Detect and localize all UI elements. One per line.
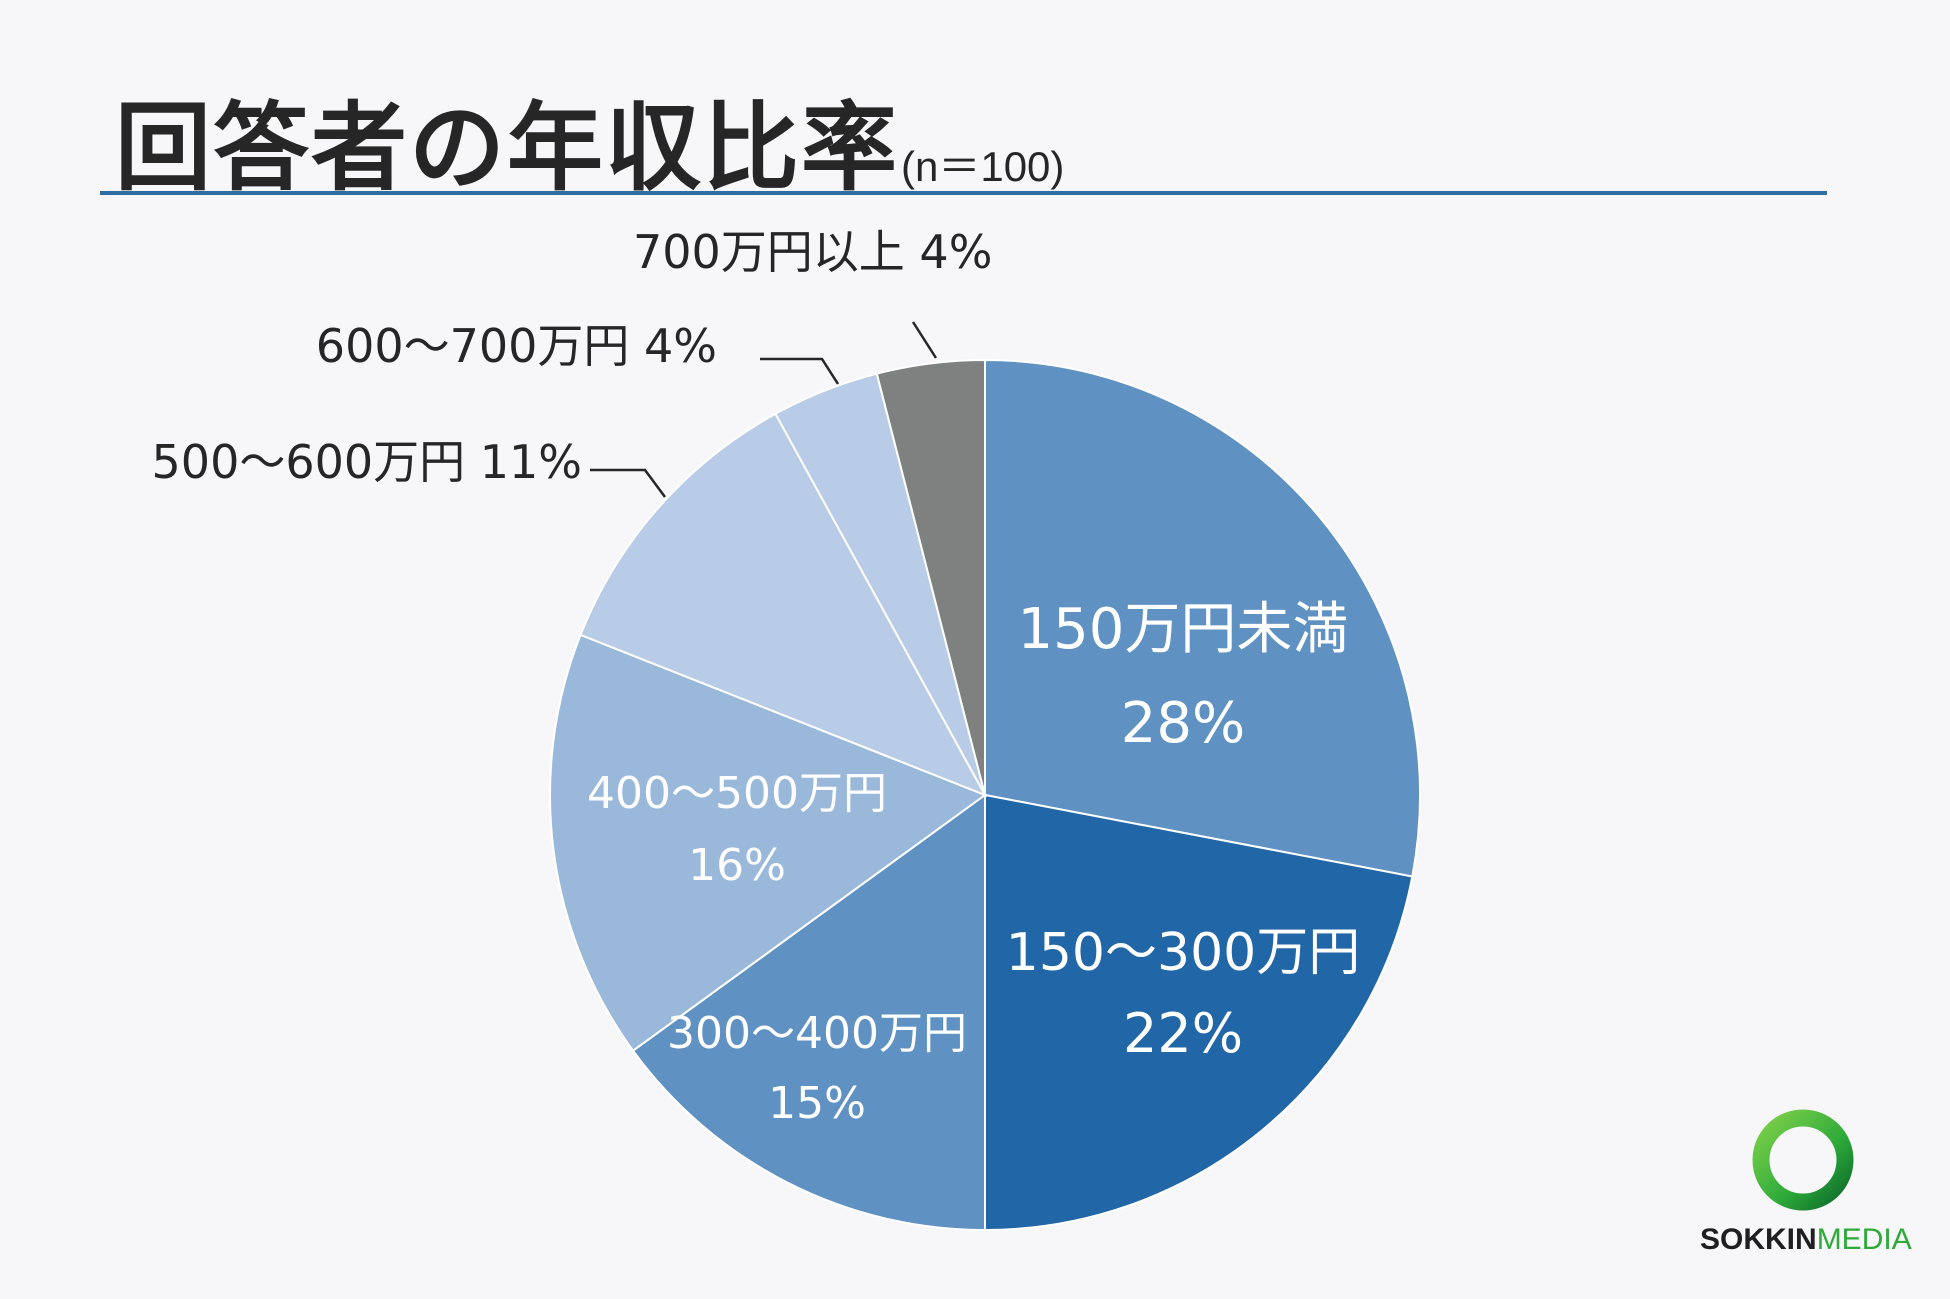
slice-labels: 150万円未満 28% 150〜300万円 22% 300〜400万円 15% 400〜50… <box>152 225 1361 1129</box>
slice-outside-label: 500〜600万円 11% <box>152 435 582 489</box>
slice-700- <box>875 358 986 796</box>
slice-outside-label: 700万円以上 4% <box>633 225 992 279</box>
leader-line <box>911 321 938 359</box>
slice-label: 400〜500万円 <box>587 768 887 819</box>
slice-500-600- <box>579 412 988 797</box>
slice-label: 150万円未満 <box>1018 597 1349 662</box>
slice-outside-label: 600〜700万円 4% <box>316 319 717 373</box>
logo-ring-icon <box>1752 1109 1854 1211</box>
slice-value-label: 16% <box>688 840 786 891</box>
title-divider <box>100 191 1827 195</box>
logo-word-sokkin: SOKKIN <box>1700 1223 1817 1256</box>
slice-400-500- <box>549 633 988 1053</box>
slice-150-300- <box>984 793 1414 1232</box>
slice-value-label: 15% <box>768 1078 866 1129</box>
logo-word-media: MEDIA <box>1816 1223 1912 1256</box>
chart-subtitle: (n＝100) <box>901 143 1065 190</box>
slice-150- <box>984 358 1421 878</box>
slice-value-label: 28% <box>1121 691 1245 756</box>
leader-line <box>760 357 840 385</box>
slice-value-label: 22% <box>1123 1002 1243 1065</box>
chart-title: 回答者の年収比率 <box>115 92 899 204</box>
sokkin-media-logo: SOKKINMEDIA <box>1700 1105 1912 1257</box>
slice-label: 150〜300万円 <box>1006 923 1361 983</box>
chart-title-block: 回答者の年収比率(n＝100) <box>115 70 1064 209</box>
slice-label: 300〜400万円 <box>667 1008 967 1059</box>
logo-text: SOKKINMEDIA <box>1700 1223 1912 1257</box>
leader-line <box>590 468 667 498</box>
slice-300-400- <box>631 793 986 1232</box>
